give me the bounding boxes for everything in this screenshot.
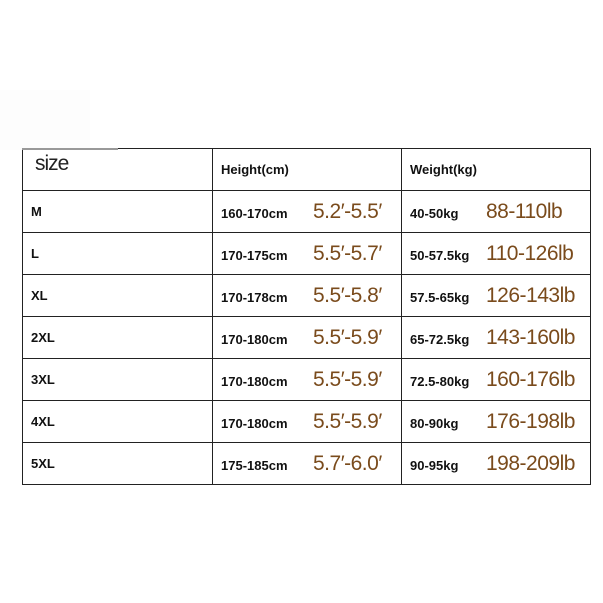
height-ft: 5.7′-6.0′	[313, 451, 382, 475]
weight-lb: 110-126lb	[486, 241, 574, 265]
header-size-label: size	[35, 151, 69, 175]
weight-cell: 57.5-65kg 126-143lb	[401, 274, 591, 317]
weight-cell: 65-72.5kg 143-160lb	[401, 316, 591, 359]
header-weight-label: Weight(kg)	[410, 161, 477, 177]
weight-kg: 50-57.5kg	[410, 247, 470, 263]
weight-cell: 72.5-80kg 160-176lb	[401, 358, 591, 401]
weight-kg: 57.5-65kg	[410, 289, 470, 305]
height-cell: 170-178cm 5.5′-5.8′	[212, 274, 402, 317]
size-cell: 5XL	[22, 442, 213, 485]
weight-cell: 90-95kg 198-209lb	[401, 442, 591, 485]
height-cm: 170-180cm	[221, 415, 288, 431]
height-cell: 170-180cm 5.5′-5.9′	[212, 400, 402, 443]
weight-kg: 90-95kg	[410, 457, 459, 473]
header-weight: Weight(kg)	[401, 148, 591, 191]
size-cell: XL	[22, 274, 213, 317]
weight-cell: 80-90kg 176-198lb	[401, 400, 591, 443]
size-cell: 3XL	[22, 358, 213, 401]
height-cell: 160-170cm 5.2′-5.5′	[212, 190, 402, 233]
header-row: size Height(cm) Weight(kg)	[22, 148, 591, 191]
height-cell: 170-180cm 5.5′-5.9′	[212, 358, 402, 401]
table-row: XL 170-178cm 5.5′-5.8′ 57.5-65kg 126-143lb	[22, 274, 591, 317]
height-cm: 170-178cm	[221, 289, 288, 305]
table-row: 5XL 175-185cm 5.7′-6.0′ 90-95kg 198-209lb	[22, 442, 591, 485]
weight-lb: 143-160lb	[486, 325, 575, 349]
weight-kg: 80-90kg	[410, 415, 459, 431]
height-ft: 5.5′-5.7′	[313, 241, 382, 265]
height-cell: 175-185cm 5.7′-6.0′	[212, 442, 402, 485]
size-value: M	[31, 203, 42, 219]
size-cell: 4XL	[22, 400, 213, 443]
height-ft: 5.5′-5.9′	[313, 367, 382, 391]
table-row: M 160-170cm 5.2′-5.5′ 40-50kg 88-110lb	[22, 190, 591, 233]
height-ft: 5.5′-5.8′	[313, 283, 382, 307]
table-row: L 170-175cm 5.5′-5.7′ 50-57.5kg 110-126lb	[22, 232, 591, 275]
table-row: 2XL 170-180cm 5.5′-5.9′ 65-72.5kg 143-160l…	[22, 316, 591, 359]
weight-kg: 65-72.5kg	[410, 331, 470, 347]
height-cm: 170-180cm	[221, 373, 288, 389]
weight-lb: 126-143lb	[486, 283, 575, 307]
weight-cell: 50-57.5kg 110-126lb	[401, 232, 591, 275]
header-height: Height(cm)	[212, 148, 402, 191]
weight-lb: 88-110lb	[486, 199, 563, 223]
weight-kg: 72.5-80kg	[410, 373, 470, 389]
table-row: 4XL 170-180cm 5.5′-5.9′ 80-90kg 176-198lb	[22, 400, 591, 443]
size-cell: M	[22, 190, 213, 233]
size-value: 3XL	[31, 371, 55, 387]
header-size: size	[22, 148, 213, 191]
weight-lb: 176-198lb	[486, 409, 575, 433]
height-cm: 170-175cm	[221, 247, 288, 263]
header-height-label: Height(cm)	[221, 161, 289, 177]
size-value: 4XL	[31, 413, 55, 429]
size-cell: 2XL	[22, 316, 213, 359]
height-cm: 175-185cm	[221, 457, 288, 473]
weight-cell: 40-50kg 88-110lb	[401, 190, 591, 233]
table-row: 3XL 170-180cm 5.5′-5.9′ 72.5-80kg 160-176l…	[22, 358, 591, 401]
weight-lb: 198-209lb	[486, 451, 575, 475]
height-ft: 5.5′-5.9′	[313, 409, 382, 433]
size-chart-table: size Height(cm) Weight(kg) M 160-170cm 5.…	[22, 148, 591, 485]
header-edge-decoration	[22, 148, 118, 150]
background-shade	[0, 90, 90, 150]
size-cell: L	[22, 232, 213, 275]
height-cell: 170-175cm 5.5′-5.7′	[212, 232, 402, 275]
height-ft: 5.2′-5.5′	[313, 199, 382, 223]
weight-lb: 160-176lb	[486, 367, 575, 391]
weight-kg: 40-50kg	[410, 205, 459, 221]
height-ft: 5.5′-5.9′	[313, 325, 382, 349]
size-value: 5XL	[31, 455, 55, 471]
height-cell: 170-180cm 5.5′-5.9′	[212, 316, 402, 359]
height-cm: 170-180cm	[221, 331, 288, 347]
size-value: 2XL	[31, 329, 55, 345]
size-value: L	[31, 245, 39, 261]
size-value: XL	[31, 287, 48, 303]
height-cm: 160-170cm	[221, 205, 288, 221]
